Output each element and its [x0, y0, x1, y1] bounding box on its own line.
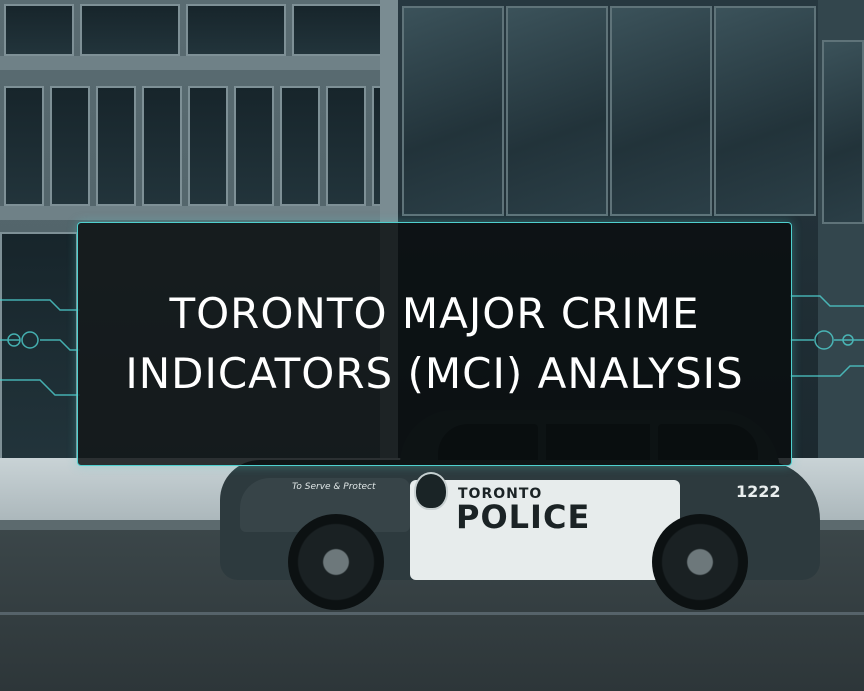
police-crest-icon — [414, 472, 448, 510]
car-brand-text: TORONTO — [458, 486, 543, 502]
rear-wheel — [652, 514, 748, 610]
car-number: 1222 — [736, 482, 781, 501]
circuit-decoration-right — [790, 295, 864, 377]
right-building — [818, 0, 864, 480]
car-police-text: POLICE — [456, 498, 591, 536]
front-wheel — [288, 514, 384, 610]
police-car: To Serve & Protect TORONTO POLICE 1222 — [200, 390, 830, 620]
title-line-1: TORONTO MAJOR CRIME — [169, 289, 700, 338]
lane-marking — [0, 612, 864, 615]
circuit-decoration-left — [0, 299, 80, 396]
title-panel: TORONTO MAJOR CRIME INDICATORS (MCI) ANA… — [77, 222, 792, 466]
car-motto: To Serve & Protect — [292, 482, 376, 492]
title-line-2: INDICATORS (MCI) ANALYSIS — [125, 349, 744, 398]
